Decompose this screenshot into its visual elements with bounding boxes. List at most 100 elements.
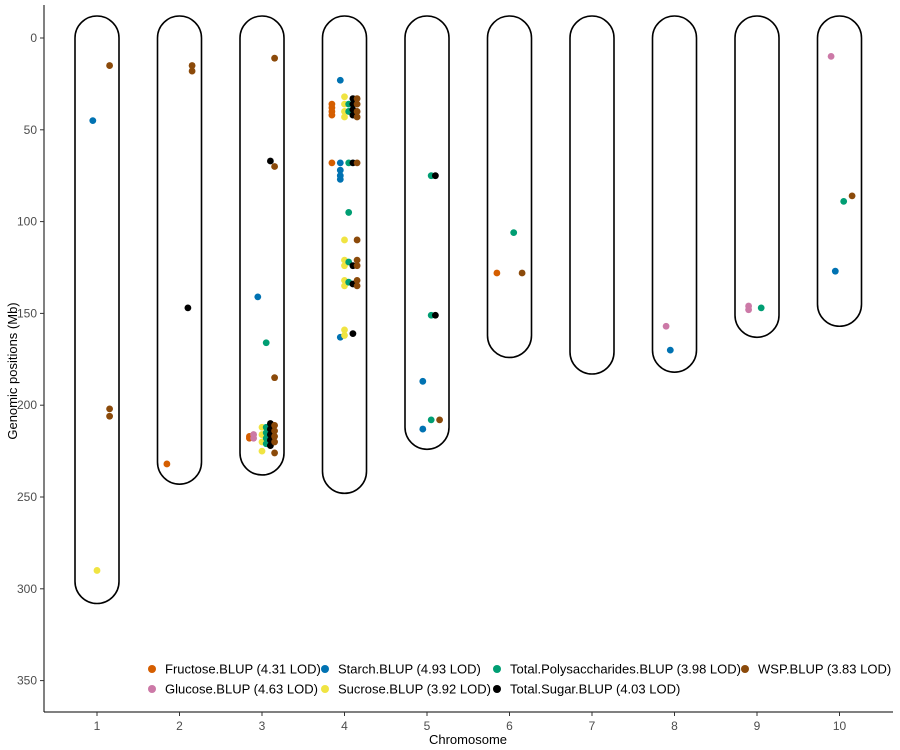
y-tick-label: 50 [24,123,38,137]
data-point [106,62,113,69]
legend-item: Fructose.BLUP (4.31 LOD) [148,662,321,677]
x-tick-label: 7 [589,719,596,733]
chromosome-outlines [74,15,863,605]
data-point [419,377,427,385]
legend-key [321,665,329,673]
chromosome-4 [321,15,368,495]
data-point [271,163,278,170]
data-point [427,416,435,424]
data-point [262,339,270,347]
data-point [353,95,361,102]
y-tick-label: 0 [30,31,37,45]
legend-label: Glucose.BLUP (4.63 LOD) [165,682,318,697]
data-point [757,304,765,312]
y-tick-label: 250 [17,490,37,504]
data-point [666,346,674,354]
legend-item: Starch.BLUP (4.93 LOD) [321,662,481,677]
data-point [93,567,101,574]
data-point [271,421,278,429]
x-tick-label: 2 [176,719,183,733]
data-point [662,322,670,330]
data-point [349,330,357,337]
data-point [353,276,361,284]
data-point [510,229,518,237]
y-tick-label: 300 [17,582,37,596]
data-point [336,76,344,84]
data-point [827,52,835,60]
legend-item: Total.Polysaccharides.BLUP (3.98 LOD) [493,662,741,677]
data-point [267,157,274,165]
data-point [336,159,344,167]
y-tick-label: 150 [17,306,37,320]
data-point [840,198,848,205]
legend-label: Sucrose.BLUP (3.92 LOD) [338,682,491,697]
data-point [184,304,192,312]
data-point [432,311,439,319]
x-axis: 1 2 3 4 5 6 7 8 9 10 [44,711,893,733]
legend-item: Sucrose.BLUP (3.92 LOD) [321,682,491,697]
data-point [341,93,348,101]
data-point [419,425,427,433]
legend-label: Starch.BLUP (4.93 LOD) [338,662,481,677]
data-point [106,412,113,420]
data-point [258,447,266,455]
y-axis-title: Genomic positions (Mb) [5,302,20,439]
legend-key [148,665,156,673]
data-point [353,159,361,167]
data-point [328,159,336,167]
legend-key [741,665,749,673]
data-point [353,256,361,264]
chromosome-9 [734,15,780,339]
data-point [353,236,361,244]
data-point [831,267,839,275]
data-point [436,416,443,424]
legend-item: WSP.BLUP (3.83 LOD) [741,662,891,677]
legend-label: Total.Polysaccharides.BLUP (3.98 LOD) [510,662,741,677]
data-point [271,438,278,446]
data-point [271,427,278,435]
data-point [106,405,113,413]
x-tick-label: 6 [506,719,513,733]
legend-key [148,685,156,693]
x-tick-label: 9 [754,719,761,733]
data-point [353,282,361,290]
data-point [163,460,171,468]
data-point [518,269,526,277]
data-point [254,293,262,301]
x-tick-label: 10 [833,719,847,733]
data-point [353,100,361,108]
data-point [353,108,361,115]
data-point [345,209,353,216]
chromosome-7 [569,15,615,375]
data-point [188,62,196,69]
y-tick-label: 100 [17,215,37,229]
data-point [848,192,856,200]
chromosome-10 [816,15,863,328]
data-point [188,67,196,75]
y-axis: 0 50 100 150 200 250 300 350 [17,5,45,712]
legend-label: Fructose.BLUP (4.31 LOD) [165,662,321,677]
chromosome-2 [156,15,203,485]
legend: Fructose.BLUP (4.31 LOD) Glucose.BLUP (4.… [148,662,891,697]
x-tick-label: 1 [94,719,101,733]
data-point [493,269,501,277]
legend-key [493,685,501,693]
chromosome-1 [74,15,120,605]
data-point [271,449,278,457]
legend-item: Glucose.BLUP (4.63 LOD) [148,682,318,697]
data-point [432,172,439,180]
data-point [745,306,752,314]
data-point [250,431,257,438]
data-point [341,113,348,121]
data-point [328,111,336,119]
chromosome-3 [239,15,285,476]
data-point [271,54,278,62]
x-axis-title: Chromosome [429,732,507,747]
x-tick-label: 8 [671,719,678,733]
data-point [341,332,348,339]
legend-key [321,685,329,693]
data-point [336,175,344,183]
data-point [341,236,348,244]
chromosome-6 [486,15,533,359]
data-point [353,262,361,270]
